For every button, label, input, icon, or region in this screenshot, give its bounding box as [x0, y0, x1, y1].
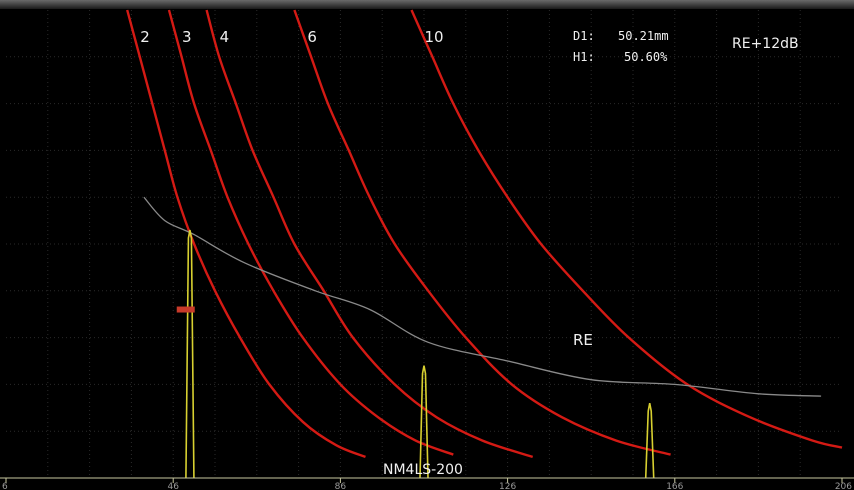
- x-tick-label: 206: [835, 482, 852, 490]
- x-tick-label: 86: [335, 482, 347, 490]
- re-curve-label: RE: [573, 331, 593, 349]
- curve-labels: 2 3 4 6 10: [140, 28, 443, 46]
- dgs-curve-4: [205, 9, 534, 459]
- probe-label: NM4LS-200: [383, 462, 463, 478]
- distance-readout-label: D1:: [573, 29, 595, 43]
- x-tick-label: 46: [167, 482, 179, 490]
- x-axis: 6 46 86 126 166 206: [0, 477, 854, 490]
- height-readout-label: H1:: [573, 50, 595, 64]
- dgs-curve-label-6: 6: [307, 28, 317, 46]
- echo-signal-2: [419, 365, 429, 479]
- x-tick-label: 126: [499, 482, 516, 490]
- distance-readout-value: 50.21mm: [618, 29, 669, 43]
- gain-label: RE+12dB: [732, 36, 799, 52]
- echo-signals: [176, 229, 655, 479]
- x-tick-label: 6: [2, 482, 8, 490]
- dgs-curves: [126, 9, 843, 459]
- gate-marker: [176, 306, 195, 313]
- dgs-curve-10: [410, 9, 843, 449]
- dgs-curve-label-3: 3: [182, 28, 192, 46]
- x-tick-label: 166: [666, 482, 683, 490]
- grid: [6, 10, 842, 478]
- dgs-curve-2: [126, 9, 366, 459]
- top-bezel: [0, 0, 854, 9]
- dgs-curve-6: [293, 9, 671, 456]
- dgs-curve-label-2: 2: [140, 28, 150, 46]
- echo-signal-3: [644, 402, 655, 479]
- dgs-curve-label-4: 4: [220, 28, 230, 46]
- echo-signal-1: [185, 229, 195, 479]
- dgs-curve-3: [167, 9, 454, 456]
- dgs-curve-label-10: 10: [424, 28, 443, 46]
- height-readout-value: 50.60%: [624, 50, 668, 64]
- re-curve: [143, 196, 822, 397]
- reference-echo-group: RE: [143, 196, 822, 397]
